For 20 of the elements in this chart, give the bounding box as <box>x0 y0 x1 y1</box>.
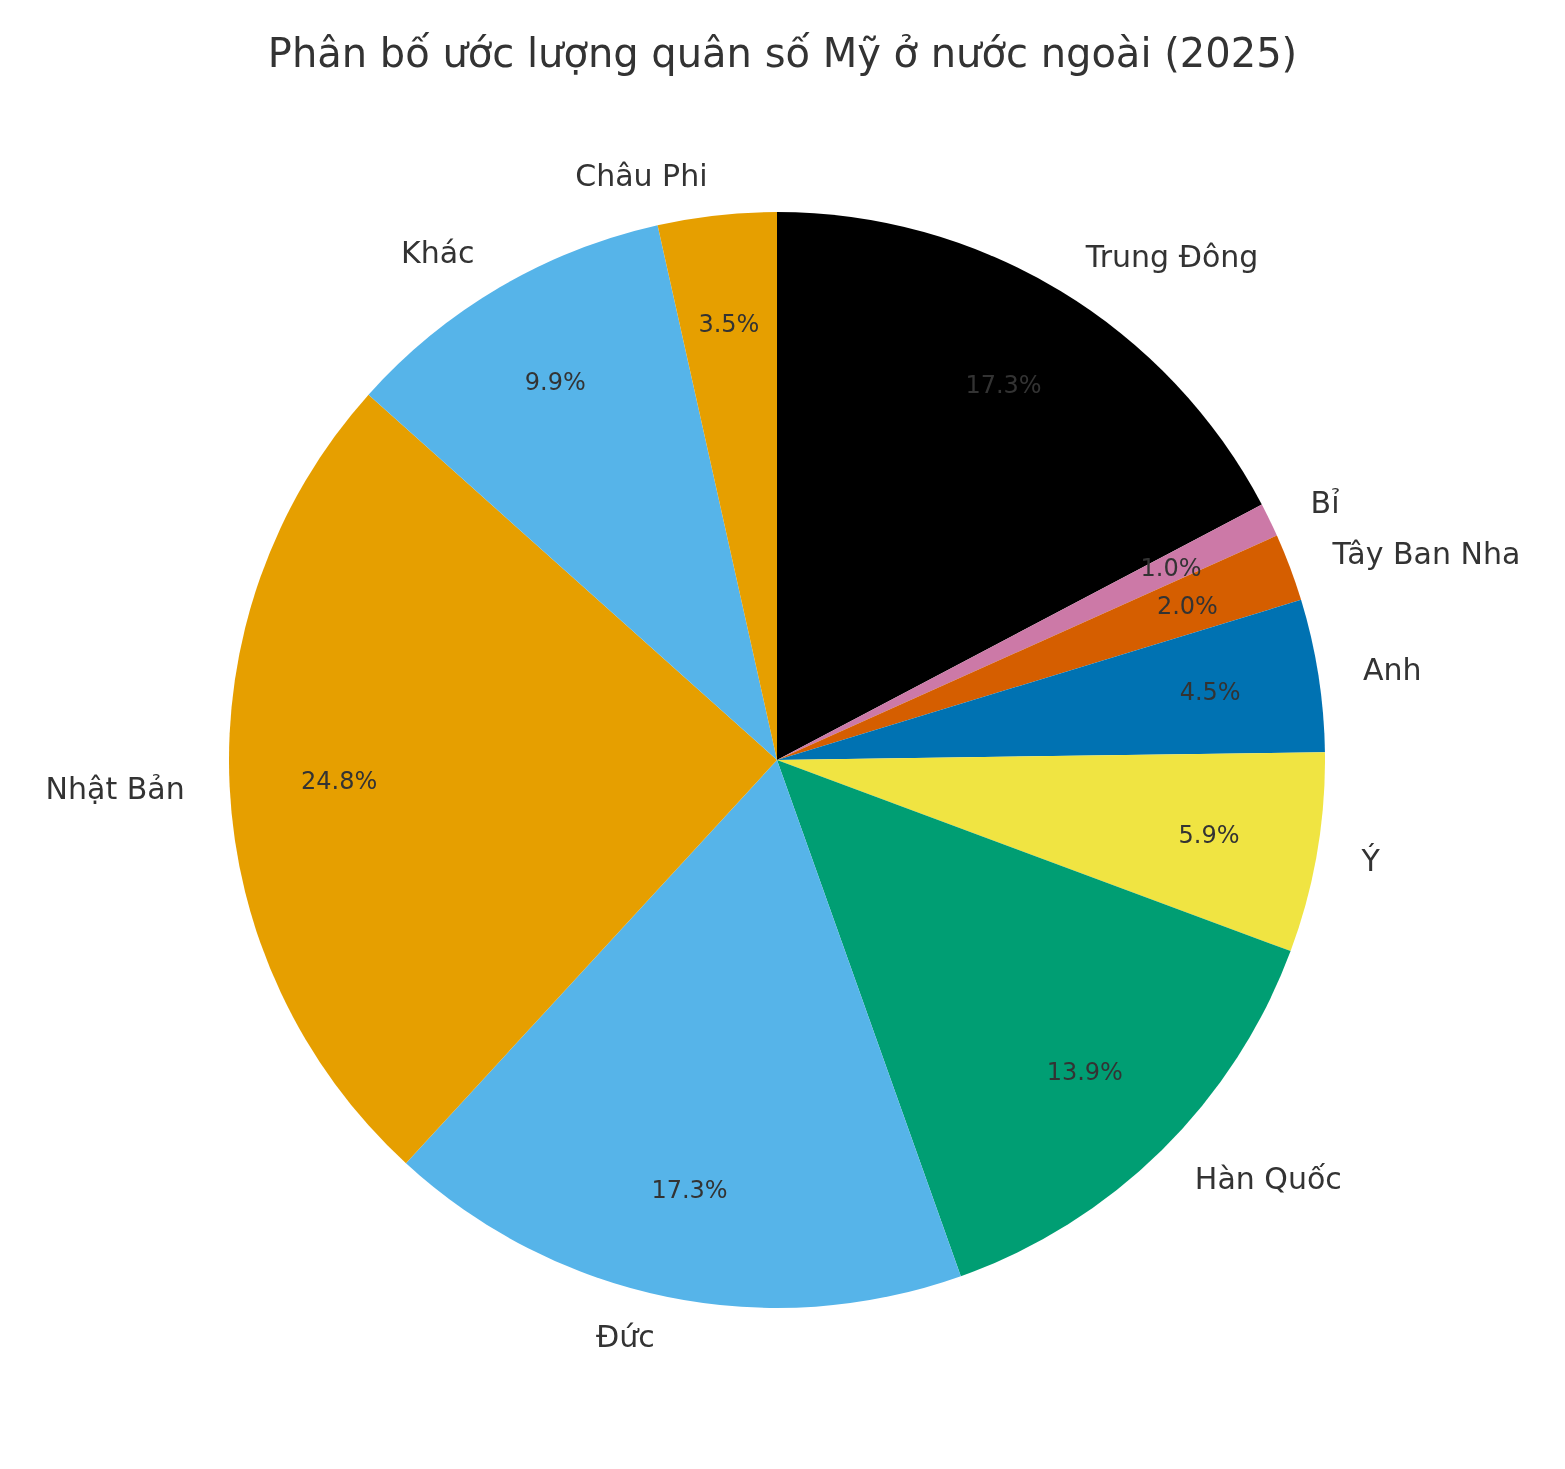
slice-label: Bỉ <box>1310 484 1340 520</box>
slice-label: Ý <box>1360 842 1381 878</box>
data-label: 24.8% <box>300 767 378 796</box>
slice-label: Trung Đông <box>1084 239 1259 275</box>
slice-label: Tây Ban Nha <box>1331 535 1521 571</box>
slice-label: Đức <box>595 1318 655 1354</box>
chart-title: Phân bố ước lượng quân số Mỹ ở nước ngoài (2025) <box>267 30 1298 76</box>
data-label: 1.0% <box>1140 553 1202 582</box>
slice-label: Nhật Bản <box>45 771 185 807</box>
data-label: 13.9% <box>1046 1058 1123 1087</box>
slice-label: Anh <box>1362 651 1422 687</box>
slice-label: Khác <box>400 235 475 271</box>
data-label: 5.9% <box>1178 820 1240 849</box>
slice-label: Hàn Quốc <box>1194 1161 1342 1197</box>
data-label: 3.5% <box>698 310 760 339</box>
data-label: 17.3% <box>651 1175 728 1204</box>
data-label: 4.5% <box>1179 678 1241 707</box>
slice-label: Châu Phi <box>575 158 708 194</box>
data-label: 2.0% <box>1156 591 1218 620</box>
data-label: 9.9% <box>524 367 586 396</box>
